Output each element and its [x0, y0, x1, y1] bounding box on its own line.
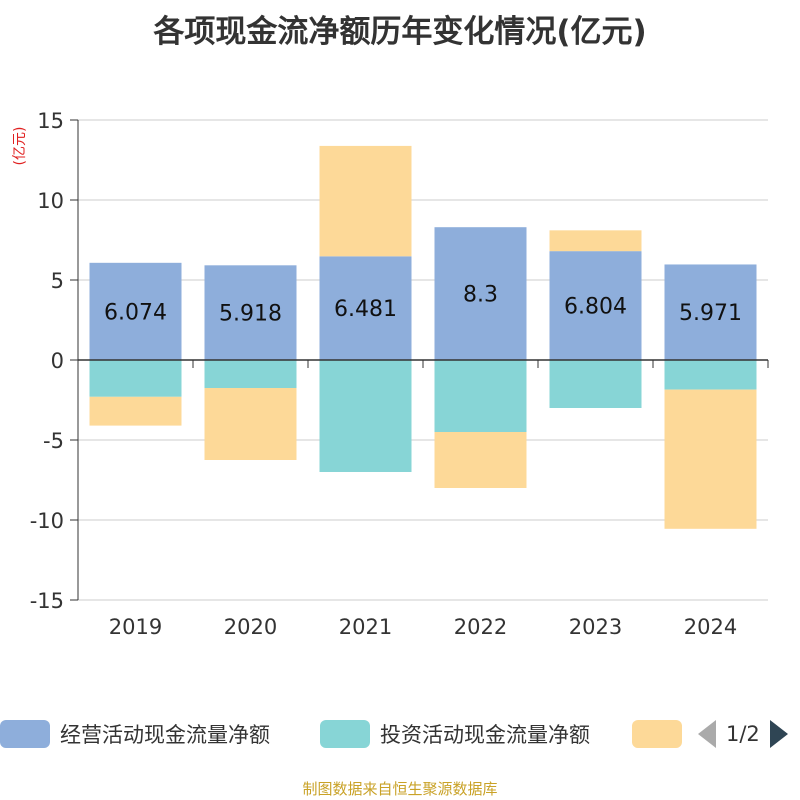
bar-2022-s0	[434, 227, 527, 360]
x-tick-label: 2021	[339, 615, 392, 639]
legend-label-operating: 经营活动现金流量净额	[60, 723, 270, 747]
bar-2022-s2	[434, 432, 527, 488]
bar-2019-s2	[89, 396, 182, 426]
chart-title: 各项现金流净额历年变化情况(亿元)	[153, 14, 647, 50]
legend-swatch-investing	[320, 720, 370, 748]
y-tick-label: 5	[51, 269, 64, 293]
y-tick-label: 15	[37, 109, 64, 133]
bar-2021-s1	[319, 360, 412, 472]
pager-page-text: 1/2	[726, 722, 760, 746]
data-label-2021: 6.481	[334, 297, 397, 322]
data-labels: 6.074 5.918 6.481 8.3 6.804 5.971	[104, 283, 742, 327]
legend-swatch-operating	[0, 720, 50, 748]
y-tick-label: -15	[30, 589, 64, 613]
y-tick-label: -10	[30, 509, 64, 533]
legend-item-financing[interactable]	[632, 720, 682, 748]
legend-swatch-financing	[632, 720, 682, 748]
source-note: 制图数据来自恒生聚源数据库	[302, 780, 498, 798]
x-tick-label: 2024	[684, 615, 737, 639]
pager-next-arrow-icon[interactable]	[769, 720, 788, 748]
data-label-2020: 5.918	[219, 302, 282, 327]
bar-2020-s1	[204, 360, 297, 388]
bar-2019-s0	[89, 262, 182, 360]
pager-prev-arrow-icon[interactable]	[698, 720, 716, 748]
x-tick-label: 2023	[569, 615, 622, 639]
data-label-2023: 6.804	[564, 295, 627, 320]
bar-2023-s2	[549, 230, 642, 252]
y-tick-label: 0	[51, 349, 64, 373]
x-tick-label: 2019	[109, 615, 162, 639]
axes: 15 10 5 0 -5 -10 -15 (亿元) 2019 2020 2021 2022 2023 20…	[12, 109, 769, 639]
legend-pager: 1/2	[698, 716, 788, 752]
legend-item-investing[interactable]: 投资活动现金流量净额	[320, 720, 590, 748]
x-tick-label: 2020	[224, 615, 277, 639]
legend: 经营活动现金流量净额 投资活动现金流量净额 1/2	[0, 716, 800, 752]
bar-2020-s0	[204, 265, 297, 360]
bar-2023-s1	[549, 360, 642, 408]
bar-2024-s0	[664, 264, 757, 360]
bar-2021-s0	[319, 256, 412, 360]
data-label-2022: 8.3	[463, 283, 498, 308]
y-tick-label: 10	[37, 189, 64, 213]
chart-area: 15 10 5 0 -5 -10 -15 (亿元) 2019 2020 2021 2022 2023 20…	[12, 109, 769, 639]
y-tick-label: -5	[43, 429, 64, 453]
data-label-2024: 5.971	[679, 301, 742, 326]
bar-2020-s2	[204, 388, 297, 460]
legend-label-investing: 投资活动现金流量净额	[380, 723, 590, 747]
bar-2022-s1	[434, 360, 527, 432]
bar-2023-s0	[549, 251, 642, 360]
bar-2024-s1	[664, 360, 757, 390]
bar-2019-s1	[89, 360, 182, 397]
legend-item-operating[interactable]: 经营活动现金流量净额	[0, 720, 270, 748]
data-label-2019: 6.074	[104, 300, 167, 325]
bar-2021-s2	[319, 145, 412, 257]
x-tick-label: 2022	[454, 615, 507, 639]
bar-2024-s2	[664, 389, 757, 529]
bars	[89, 145, 757, 529]
y-axis-label: (亿元)	[12, 127, 28, 166]
